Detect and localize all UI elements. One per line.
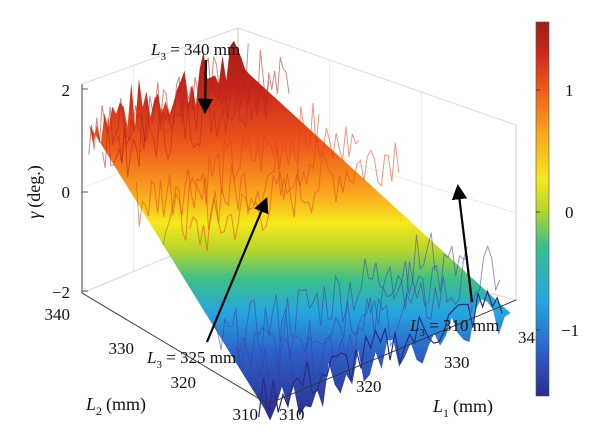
annotation-l3-325: L3 = 325 mm	[146, 348, 236, 371]
grid-line	[237, 27, 517, 126]
x-axis-line	[267, 299, 517, 405]
colorbar: 1 0 −1	[535, 21, 579, 397]
surface-ridge	[102, 49, 270, 169]
y-axis-line	[81, 292, 269, 405]
x-tick-label: 330	[444, 353, 470, 372]
x-axis-sub: 1	[443, 406, 449, 420]
x-axis-symbol: L	[432, 396, 443, 416]
z-axis-label: γ (deg.)	[24, 165, 45, 219]
colorbar-tick-label: 1	[565, 81, 574, 100]
surface-ridge	[235, 245, 468, 370]
colorbar-tick-label: −1	[561, 321, 579, 340]
surface-ridge	[189, 142, 400, 252]
z-tick-label: −2	[52, 283, 70, 302]
z-tick-label: 0	[62, 183, 71, 202]
y-axis-symbol: L	[85, 394, 96, 414]
colorbar-tick-label: 0	[565, 203, 574, 222]
arrow-l3-325	[205, 197, 269, 343]
y-ticks: 340 330 320 310	[45, 305, 259, 424]
annotations: L3 = 340 mm L3 = 325 mm L3 = 310 mm	[146, 40, 499, 371]
surface-ridge	[256, 244, 501, 395]
x-axis-unit: (mm)	[453, 396, 493, 417]
surface-ridge	[135, 103, 320, 227]
z-tick-label: 2	[62, 81, 71, 100]
x-tick-label: 320	[356, 377, 382, 396]
z-ticks: 2 0 −2	[52, 81, 88, 302]
arrow-l3-340	[197, 59, 213, 115]
y-tick-label: 310	[233, 405, 259, 424]
y-tick-label: 340	[45, 305, 71, 324]
annotation-l3-310: L3 = 310 mm	[409, 316, 499, 339]
colorbar-bar	[535, 21, 550, 397]
arrow-l3-310	[451, 183, 474, 303]
surface-ridge	[88, 43, 249, 155]
y-axis-label: L2 (mm)	[85, 394, 146, 418]
surface-ridge	[213, 232, 436, 368]
y-axis-unit: (mm)	[106, 394, 146, 415]
y-tick-label: 330	[109, 339, 135, 358]
y-axis-sub: 2	[96, 404, 102, 418]
surface-body	[89, 40, 511, 421]
annotation-l3-340: L3 = 340 mm	[150, 40, 240, 63]
z-axis-symbol: γ	[24, 211, 44, 219]
x-ticks: 310 320 330 340	[279, 328, 544, 424]
surface-bottom-edge	[258, 289, 503, 418]
z-axis-unit: (deg.)	[24, 165, 45, 207]
x-tick-label: 310	[279, 405, 305, 424]
surface-mesh	[88, 40, 511, 421]
y-tick-label: 320	[171, 373, 197, 392]
front-axes	[81, 84, 517, 405]
grid-line	[81, 27, 239, 85]
x-axis-label: L1 (mm)	[432, 396, 493, 420]
